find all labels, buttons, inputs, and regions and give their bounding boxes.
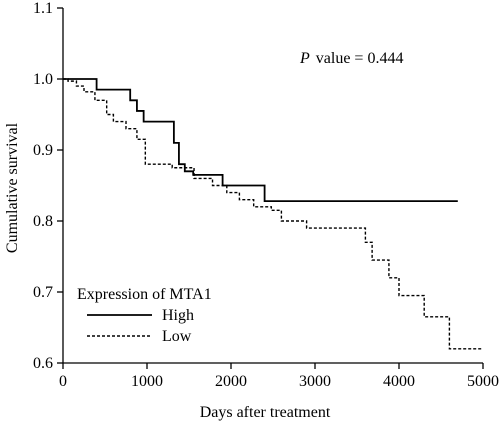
- x-tick-label: 0: [59, 373, 67, 390]
- y-tick-label: 0.7: [33, 284, 53, 301]
- y-axis-label: Cumulative survival: [4, 122, 21, 253]
- x-axis-label: Days after treatment: [200, 404, 331, 421]
- y-tick-label: 0.6: [33, 355, 53, 372]
- legend-title: Expression of MTA1: [77, 286, 212, 303]
- x-tick-label: 3000: [299, 373, 331, 390]
- y-tick-label: 0.8: [33, 213, 53, 230]
- y-tick-label: 0.9: [33, 142, 53, 159]
- x-tick-label: 5000: [467, 373, 499, 390]
- x-tick-label: 1000: [131, 373, 163, 390]
- axes: [62, 8, 483, 364]
- y-ticks: 0.6 0.7 0.8 0.9 1.0 1.1: [33, 0, 63, 372]
- legend-low-label: Low: [162, 328, 192, 345]
- x-tick-label: 4000: [383, 373, 415, 390]
- p-value-text: value = 0.444: [316, 50, 404, 67]
- series-layer: [63, 78, 482, 350]
- x-ticks: 0 1000 2000 3000 4000 5000: [59, 363, 499, 390]
- y-tick-label: 1.1: [33, 0, 53, 17]
- series-line-low: [63, 78, 482, 350]
- p-value-symbol: P: [299, 50, 310, 67]
- series-line-high: [63, 78, 458, 203]
- legend-high-label: High: [162, 307, 194, 324]
- legend: Expression of MTA1 High Low: [77, 286, 212, 345]
- x-tick-label: 2000: [215, 373, 247, 390]
- y-tick-label: 1.0: [33, 71, 53, 88]
